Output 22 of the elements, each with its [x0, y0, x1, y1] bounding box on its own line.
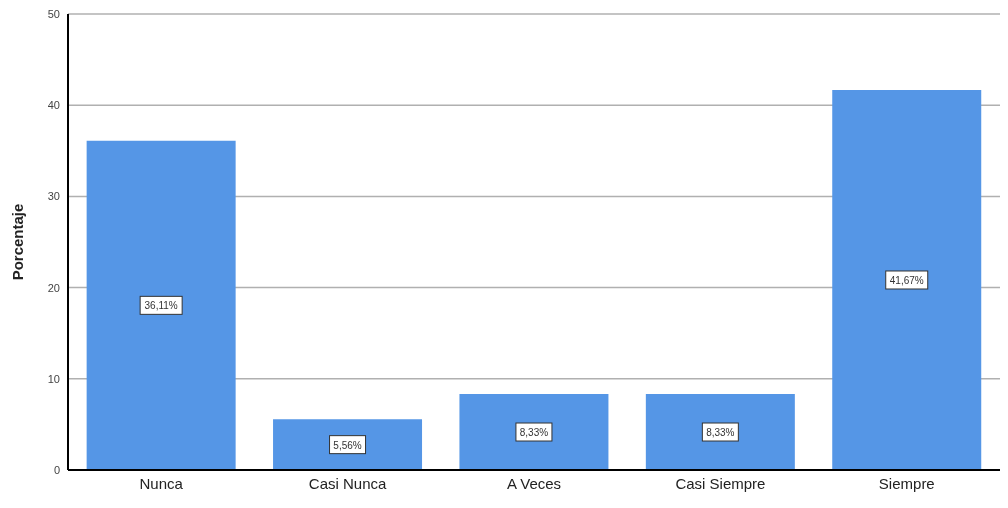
bar: [832, 89, 982, 470]
bar: [86, 140, 236, 470]
x-tick-label: Casi Nunca: [308, 474, 388, 492]
y-tick-label: 30: [47, 190, 60, 203]
y-tick-label: 20: [47, 281, 60, 294]
x-tick-label: A Veces: [506, 474, 562, 492]
y-axis-title: Porcentaje: [9, 203, 27, 281]
x-tick-label: Nunca: [139, 474, 184, 492]
data-label: 41,67%: [889, 274, 924, 286]
bar: [273, 419, 423, 470]
x-tick-label: Casi Siempre: [675, 474, 766, 492]
bar: [645, 394, 795, 470]
data-label: 8,33%: [706, 427, 735, 439]
x-tick-label: Siempre: [878, 474, 935, 492]
y-tick-label: 10: [47, 372, 60, 385]
bar: [459, 394, 609, 470]
data-label: 5,56%: [333, 439, 362, 451]
y-tick-label: 40: [47, 99, 60, 112]
data-label: 36,11%: [144, 300, 178, 312]
y-tick-label: 0: [53, 463, 60, 476]
data-label: 8,33%: [519, 427, 549, 439]
y-tick-label: 50: [47, 7, 60, 20]
